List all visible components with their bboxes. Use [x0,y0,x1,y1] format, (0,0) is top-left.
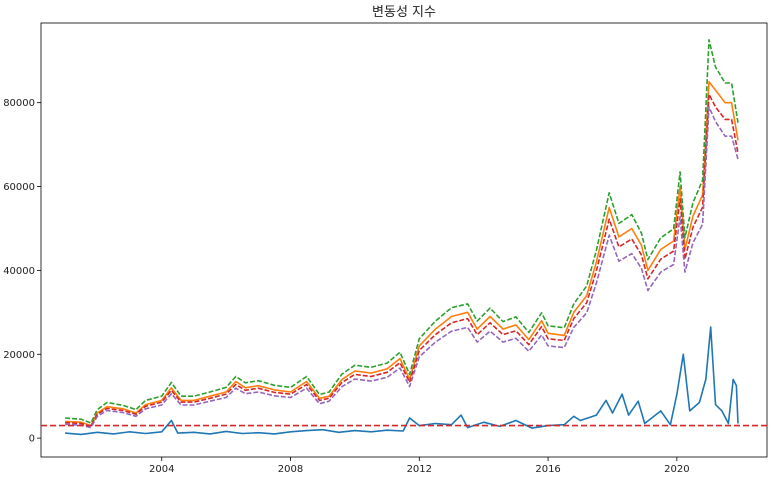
y-axis: 0 20000 40000 60000 80000 [3,98,41,445]
plot-area [40,22,768,458]
y-tick-label: 0 [29,434,35,445]
y-tick-label: 20000 [3,350,35,361]
series-line-5 [65,106,739,429]
series-line-3 [65,39,739,424]
series-line-2 [65,80,739,427]
series-layer [65,39,739,436]
y-tick-label: 40000 [3,266,35,277]
x-tick-label: 2012 [407,464,432,475]
x-tick-label: 2004 [149,464,174,475]
x-tick-label: 2008 [278,464,303,475]
y-tick-label: 60000 [3,182,35,193]
x-tick-label: 2016 [535,464,560,475]
x-axis: 2004 2008 2012 2016 2020 [149,457,690,475]
x-tick-label: 2020 [664,464,689,475]
y-tick-label: 80000 [3,98,35,109]
chart-title: 변동성 지수 [372,5,436,20]
series-line-4 [65,93,739,428]
